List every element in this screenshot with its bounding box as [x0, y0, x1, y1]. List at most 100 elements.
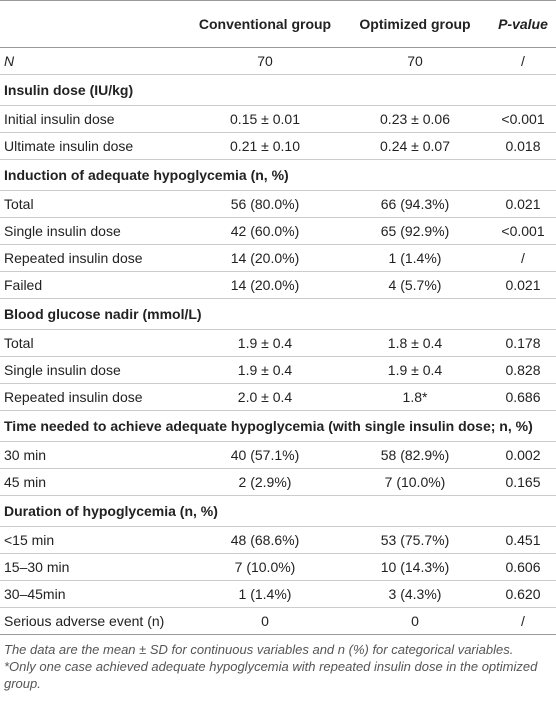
cell: 40 (57.1%)	[190, 441, 340, 469]
cell: 0.002	[490, 441, 556, 469]
cell: 1 (1.4%)	[190, 580, 340, 608]
cell: 1.8 ± 0.4	[340, 329, 490, 357]
section-row: Duration of hypoglycemia (n, %)	[0, 495, 556, 527]
data-row: 30 min 40 (57.1%) 58 (82.9%) 0.002	[0, 441, 556, 469]
table-body: N 70 70/Insulin dose (IU/kg) Initial insuli…	[0, 47, 556, 635]
section-row: Insulin dose (IU/kg)	[0, 74, 556, 106]
cell: /	[490, 607, 556, 635]
row-label: Serious adverse event (n)	[0, 607, 190, 635]
cell: 14 (20.0%)	[190, 244, 340, 272]
row-label: Single insulin dose	[0, 217, 190, 245]
row-label: Initial insulin dose	[0, 105, 190, 133]
cell: 1.8*	[340, 383, 490, 411]
row-label: 30–45min	[0, 580, 190, 608]
row-label: 15–30 min	[0, 553, 190, 581]
cell: 7 (10.0%)	[340, 468, 490, 496]
data-row: Ultimate insulin dose 0.21 ± 0.10 0.24 ± 0…	[0, 132, 556, 160]
cell: 53 (75.7%)	[340, 526, 490, 554]
section-label: Time needed to achieve adequate hypoglyc…	[0, 410, 556, 442]
row-label: Failed	[0, 271, 190, 299]
row-label: <15 min	[0, 526, 190, 554]
cell: 0.686	[490, 383, 556, 411]
data-row: 30–45min 1 (1.4%) 3 (4.3%) 0.620	[0, 580, 556, 608]
cell: 0.620	[490, 580, 556, 608]
cell: /	[490, 47, 556, 75]
data-row: <15 min 48 (68.6%) 53 (75.7%) 0.451	[0, 526, 556, 554]
cell: 0	[340, 607, 490, 635]
header-row: Conventional group Optimized group P-value	[0, 0, 556, 48]
section-row: Induction of adequate hypoglycemia (n, %…	[0, 159, 556, 191]
cell: 58 (82.9%)	[340, 441, 490, 469]
cell: 2.0 ± 0.4	[190, 383, 340, 411]
data-row: Single insulin dose 1.9 ± 0.4 1.9 ± 0.4 0.8…	[0, 356, 556, 384]
row-label: 30 min	[0, 441, 190, 469]
data-row: Single insulin dose 42 (60.0%) 65 (92.9%) <…	[0, 217, 556, 245]
cell: 65 (92.9%)	[340, 217, 490, 245]
cell: <0.001	[490, 217, 556, 245]
cell: 0.828	[490, 356, 556, 384]
cell: 0.606	[490, 553, 556, 581]
cell: 1.9 ± 0.4	[190, 356, 340, 384]
cell: 1 (1.4%)	[340, 244, 490, 272]
row-label: Single insulin dose	[0, 356, 190, 384]
section-label: Induction of adequate hypoglycemia (n, %…	[0, 159, 556, 191]
cell: 56 (80.0%)	[190, 190, 340, 218]
cell: 14 (20.0%)	[190, 271, 340, 299]
cell: 4 (5.7%)	[340, 271, 490, 299]
cell: 42 (60.0%)	[190, 217, 340, 245]
section-label: Duration of hypoglycemia (n, %)	[0, 495, 556, 527]
results-table: Conventional group Optimized group P-value…	[0, 0, 556, 635]
cell: 70	[190, 47, 340, 75]
cell: 0.23 ± 0.06	[340, 105, 490, 133]
header-cell: Optimized group	[340, 0, 490, 48]
footnotes: The data are the mean ± SD for continuou…	[0, 635, 556, 692]
cell: 0.021	[490, 271, 556, 299]
cell: 48 (68.6%)	[190, 526, 340, 554]
data-row: 15–30 min 7 (10.0%) 10 (14.3%) 0.606	[0, 553, 556, 581]
row-label: Repeated insulin dose	[0, 383, 190, 411]
cell: 70	[340, 47, 490, 75]
cell: 0.178	[490, 329, 556, 357]
cell: 2 (2.9%)	[190, 468, 340, 496]
footnote: *Only one case achieved adequate hypogly…	[4, 659, 538, 691]
row-label: Ultimate insulin dose	[0, 132, 190, 160]
row-label: 45 min	[0, 468, 190, 496]
cell: 0.21 ± 0.10	[190, 132, 340, 160]
data-row: Serious adverse event (n) 0 0/	[0, 607, 556, 635]
data-row: Repeated insulin dose 14 (20.0%) 1 (1.4%) /	[0, 244, 556, 272]
cell: 0.451	[490, 526, 556, 554]
section-label: Insulin dose (IU/kg)	[0, 74, 556, 106]
data-row: Repeated insulin dose 2.0 ± 0.4 1.8* 0.686	[0, 383, 556, 411]
cell: 1.9 ± 0.4	[340, 356, 490, 384]
cell: /	[490, 244, 556, 272]
row-label: Repeated insulin dose	[0, 244, 190, 272]
cell: 0	[190, 607, 340, 635]
cell: 10 (14.3%)	[340, 553, 490, 581]
cell: 3 (4.3%)	[340, 580, 490, 608]
data-row: 45 min 2 (2.9%) 7 (10.0%) 0.165	[0, 468, 556, 496]
footnote: The data are the mean ± SD for continuou…	[4, 642, 514, 657]
row-label: N	[0, 47, 190, 75]
data-row: Failed 14 (20.0%) 4 (5.7%) 0.021	[0, 271, 556, 299]
section-row: Blood glucose nadir (mmol/L)	[0, 298, 556, 330]
data-row: Total 1.9 ± 0.4 1.8 ± 0.4 0.178	[0, 329, 556, 357]
header-cell	[0, 0, 190, 48]
section-row: Time needed to achieve adequate hypoglyc…	[0, 410, 556, 442]
cell: 0.021	[490, 190, 556, 218]
header-cell: Conventional group	[190, 0, 340, 48]
section-label: Blood glucose nadir (mmol/L)	[0, 298, 556, 330]
cell: 0.165	[490, 468, 556, 496]
row-label: Total	[0, 190, 190, 218]
cell: <0.001	[490, 105, 556, 133]
row-label: Total	[0, 329, 190, 357]
cell: 1.9 ± 0.4	[190, 329, 340, 357]
data-row: Total 56 (80.0%) 66 (94.3%) 0.021	[0, 190, 556, 218]
cell: 0.15 ± 0.01	[190, 105, 340, 133]
data-row: Initial insulin dose 0.15 ± 0.01 0.23 ± 0.…	[0, 105, 556, 133]
data-row: N 70 70/	[0, 47, 556, 75]
header-cell: P-value	[490, 0, 556, 48]
cell: 0.24 ± 0.07	[340, 132, 490, 160]
cell: 7 (10.0%)	[190, 553, 340, 581]
cell: 0.018	[490, 132, 556, 160]
